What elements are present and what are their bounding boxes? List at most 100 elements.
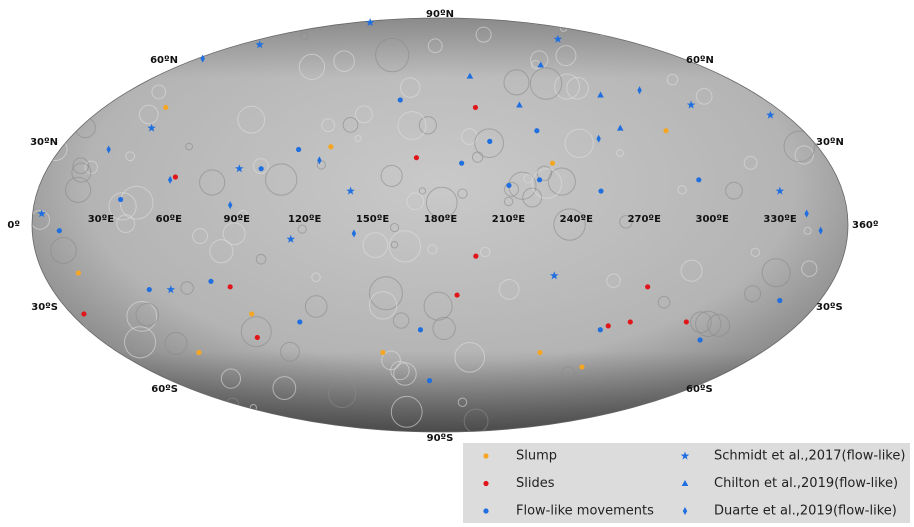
crater: [390, 241, 399, 249]
feature-point: [227, 284, 233, 290]
feature-point: [296, 146, 302, 153]
crater: [99, 76, 111, 89]
crater: [615, 149, 624, 157]
crater: [265, 163, 298, 196]
feature-point: [663, 128, 669, 134]
feature-point: [686, 100, 696, 109]
crater: [689, 311, 712, 334]
crater: [803, 226, 812, 235]
feature-point: [818, 226, 823, 235]
crater: [547, 167, 576, 196]
feature-point: [328, 144, 334, 150]
feature-point: [537, 61, 544, 68]
crater: [743, 155, 758, 170]
crater: [432, 316, 456, 341]
crater: [133, 18, 161, 45]
feature-point: [459, 160, 465, 166]
feature-point: [597, 91, 604, 98]
crater: [740, 395, 759, 414]
crater: [380, 164, 403, 187]
crater: [564, 128, 594, 158]
crater: [389, 222, 400, 233]
crater: [523, 173, 533, 184]
feature-point: [697, 337, 703, 343]
feature-point: [579, 364, 585, 370]
feature-point: [297, 319, 303, 325]
legend-marker: [483, 480, 489, 487]
feature-point: [365, 18, 375, 27]
crater: [418, 116, 437, 135]
crater: [767, 355, 796, 384]
crater: [354, 135, 362, 143]
crater: [119, 185, 154, 220]
crater: [354, 105, 373, 124]
coordinate-label: 300ºE: [695, 214, 729, 225]
feature-point: [286, 234, 295, 243]
coordinate-label: 330ºE: [763, 214, 797, 225]
crater: [783, 130, 816, 163]
feature-point: [413, 155, 420, 161]
crater: [220, 368, 242, 389]
crater: [252, 158, 269, 175]
crater: [796, 327, 830, 362]
crater: [390, 360, 410, 381]
coordinate-label: 30ºS: [31, 302, 58, 313]
crater: [457, 188, 468, 199]
legend-label: Slump: [516, 449, 557, 464]
crater: [744, 285, 762, 303]
feature-point: [417, 327, 424, 333]
crater: [425, 186, 458, 219]
crater: [761, 258, 791, 288]
crater: [321, 118, 336, 133]
feature-point: [426, 378, 433, 384]
crater: [71, 162, 92, 183]
crater: [368, 291, 398, 320]
coordinate-label: 0º: [7, 220, 20, 231]
crater: [116, 214, 136, 233]
feature-point: [208, 278, 214, 284]
feature-point: [454, 292, 460, 298]
feature-point: [200, 54, 205, 63]
crater: [192, 228, 209, 244]
crater: [801, 260, 818, 277]
feature-point: [147, 123, 156, 132]
coordinate-label: 60ºS: [686, 384, 713, 395]
legend-marker: [682, 507, 688, 515]
crater: [50, 237, 77, 264]
crater: [375, 38, 410, 73]
crater: [139, 104, 159, 125]
legend-label: Schmidt et al.,2017(flow-like): [714, 449, 905, 464]
coordinate-label: 30ºN: [30, 137, 58, 148]
crater: [566, 76, 589, 100]
crater: [475, 26, 492, 43]
coordinate-label: 90ºS: [427, 433, 454, 444]
crater: [677, 185, 687, 195]
crater: [666, 73, 679, 86]
crater: [297, 224, 307, 234]
crater: [479, 246, 491, 258]
feature-point: [549, 160, 556, 166]
coordinate-label: 60ºS: [151, 384, 178, 395]
feature-point: [255, 40, 264, 49]
feature-point: [804, 209, 809, 218]
crater: [158, 18, 190, 42]
crater: [504, 181, 520, 197]
coordinate-label: 360º: [852, 220, 879, 231]
feature-point: [235, 164, 244, 173]
coordinate-label: 120ºE: [288, 214, 322, 225]
crater: [316, 160, 326, 170]
feature-point: [146, 286, 152, 293]
feature-point: [75, 270, 81, 276]
crater: [794, 145, 814, 165]
feature-point: [775, 186, 785, 195]
feature-point: [254, 334, 260, 341]
crater: [536, 165, 553, 181]
legend-marker: [681, 480, 689, 486]
crater: [124, 326, 157, 359]
crater: [461, 128, 478, 145]
crater: [553, 208, 586, 241]
feature-point: [637, 86, 642, 95]
legend-label: Slides: [516, 476, 555, 491]
